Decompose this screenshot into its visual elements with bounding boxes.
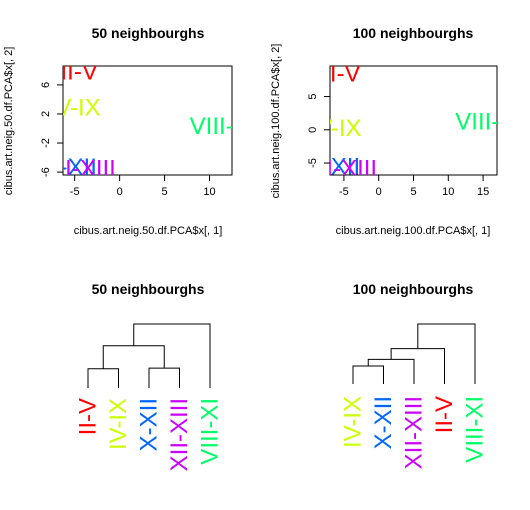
x-tick-label: 0 [117, 186, 123, 198]
plot-frame [62, 65, 233, 176]
panel-title: 50 neighbourghs [92, 281, 205, 297]
dendrogram-panel-50: 50 neighbourghs II-V IV-IX X-XII XII-XIII VI… [75, 281, 224, 471]
x-tick-label: -5 [70, 186, 80, 198]
leaf-label-ii-v: II-V [75, 398, 102, 435]
point-label-ii-v: II-V [323, 60, 360, 87]
dendrogram-merge [102, 345, 165, 369]
panel-title: 50 neighbourghs [92, 25, 205, 41]
x-axis-label: cibus.art.neig.50.df.PCA$x[, 1] [74, 225, 223, 237]
y-axis-label: cibus.art.neig.50.df.PCA$x[, 2] [3, 47, 15, 196]
leaf-label-xii-xiii: XII-XIII [166, 398, 193, 471]
dendrogram-merge [148, 367, 180, 388]
x-tick-label: 10 [203, 186, 215, 198]
dendrogram-merge [87, 368, 119, 388]
y-tick-label: 0 [307, 127, 319, 133]
leaf-label-viii-xi: VIII-XI [197, 398, 224, 465]
leaf-label-xii-xiii: XII-XIII [401, 396, 428, 469]
x-tick-label: 5 [162, 186, 168, 198]
point-label-xii-xiii: XII-XIII [43, 156, 116, 183]
y-tick-label: -2 [40, 138, 52, 148]
x-tick-label: 5 [410, 186, 416, 198]
point-label-ii-v: II-V [61, 58, 98, 85]
leaf-label-x-xii: X-XII [370, 396, 397, 449]
dendrogram-panel-100: 100 neighbourghs IV-IX X-XII XII-XIII II-V V… [340, 281, 489, 469]
point-label-iv-ix: IV-IX [49, 95, 101, 122]
y-axis-label: cibus.art.neig.100.df.PCA$x[, 2] [270, 44, 282, 199]
leaf-label-x-xii: X-XII [136, 398, 163, 451]
leaf-label-iv-ix: IV-IX [105, 398, 132, 450]
point-label-viii-xi: VIII-XI [190, 113, 257, 140]
point-label-x-xii: X-XII [307, 154, 360, 181]
scatter-panel-50: 50 neighbourghs cibus.art.neig.50.df.PCA… [3, 25, 257, 237]
dendrogram-merge [417, 323, 476, 384]
y-tick-label: 2 [40, 111, 52, 117]
y-tick-label: -5 [307, 158, 319, 168]
dendrogram-merge [390, 348, 445, 384]
y-tick-label: 6 [40, 82, 52, 88]
leaf-label-ii-v: II-V [431, 396, 458, 433]
point-label-viii-xi: VIII-XI [455, 108, 522, 135]
point-label-x-xii: X-XII [44, 154, 97, 181]
leaf-label-iv-ix: IV-IX [340, 396, 367, 448]
panel-title: 100 neighbourghs [353, 281, 474, 297]
point-label-iv-ix: IV-IX [310, 115, 362, 142]
point-label-xii-xiii: XII-XIII [304, 156, 377, 183]
leaf-label-viii-xi: VIII-XI [462, 396, 489, 463]
dendrogram-merge [133, 323, 211, 388]
panel-title: 100 neighbourghs [353, 25, 474, 41]
y-tick-label: 5 [307, 94, 319, 100]
x-tick-label: 0 [376, 186, 382, 198]
x-tick-label: -5 [339, 186, 349, 198]
dendrogram-merge [352, 365, 384, 384]
dendrogram-merge [367, 358, 415, 384]
x-tick-label: 15 [477, 186, 489, 198]
x-tick-label: 10 [442, 186, 454, 198]
scatter-panel-100: 100 neighbourghs cibus.art.neig.100.df.P… [270, 25, 522, 237]
y-tick-label: -6 [40, 167, 52, 177]
x-axis-label: cibus.art.neig.100.df.PCA$x[, 1] [336, 225, 491, 237]
